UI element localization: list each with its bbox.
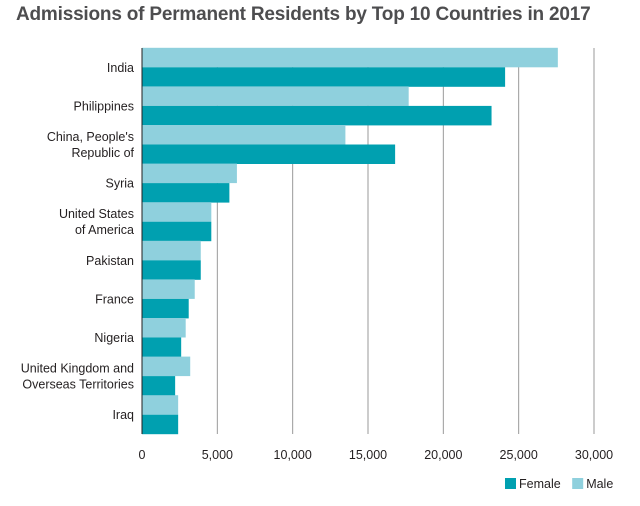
chart-title: Admissions of Permanent Residents by Top… [16,4,591,25]
bar-male [142,356,191,377]
category-label: United States of America [59,207,134,237]
bar-male [142,47,558,68]
x-tick-label: 10,000 [274,448,312,462]
bar-female [142,183,230,203]
bar-male [142,318,186,338]
x-tick-label: 5,000 [202,448,233,462]
x-tick-label: 25,000 [500,448,538,462]
bar-male [142,395,179,415]
bar-female [142,105,492,126]
bar-male [142,240,201,261]
category-labels: India Philippines China, People's Republic … [21,61,135,422]
x-tick-label: 20,000 [424,448,462,462]
legend-swatch-female [505,478,516,489]
bar-female [142,376,176,396]
gridlines [216,48,595,434]
legend: Female Male [505,477,613,491]
x-tick-label: 15,000 [349,448,387,462]
bar-female [142,144,396,164]
bar-male [142,125,346,145]
x-tick-labels: 0 5,000 10,000 15,000 20,000 25,000 30,000 [139,448,614,462]
category-label: Nigeria [94,331,134,345]
bar-male [142,163,237,184]
category-label: France [95,292,134,306]
bar-female [142,260,201,280]
legend-swatch-male [572,478,584,489]
category-label: Pakistan [86,254,134,268]
bar-female [142,414,179,435]
x-tick-label: 30,000 [575,448,613,462]
category-label: Iraq [112,408,134,422]
legend-label-male: Male [586,477,613,491]
bar-female [142,221,212,242]
bar-female [142,67,506,87]
category-label: China, People's Republic of [47,130,135,160]
category-label: Syria [106,177,135,191]
x-tick-label: 0 [139,448,146,462]
category-label: Philippines [74,99,134,113]
bar-male [142,86,409,106]
bar-male [142,279,195,299]
legend-label-female: Female [519,477,561,491]
bar-male [142,202,212,222]
bars [142,47,558,435]
bar-female [142,337,182,357]
category-label: India [107,61,134,75]
category-label: United Kingdom and Overseas Territories [21,362,134,392]
bar-female [142,298,189,319]
